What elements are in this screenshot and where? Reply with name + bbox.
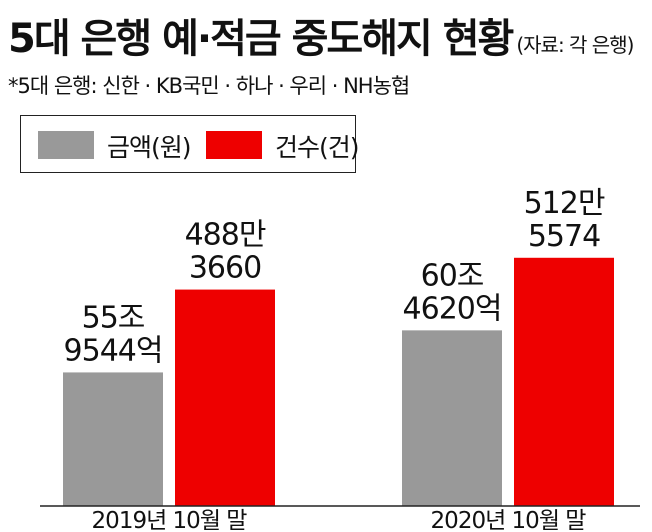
legend-swatch-amount xyxy=(38,131,94,159)
data-label-amount-1-1: 4620억 xyxy=(403,291,502,326)
bar-count-0 xyxy=(175,289,275,506)
data-label-amount-1-0: 60조 xyxy=(421,258,484,293)
source-note: (자료: 각 은행) xyxy=(516,33,634,57)
title-row: 5대 은행 예·적금 중도해지 현황 (자료: 각 은행) xyxy=(8,6,634,64)
category-label-1: 2020년 10월 말 xyxy=(431,508,587,532)
legend-label-amount: 금액(원) xyxy=(107,133,192,162)
bar-count-1 xyxy=(514,257,614,506)
bar-amount-1 xyxy=(402,330,502,506)
legend-label-count: 건수(건) xyxy=(275,133,360,162)
data-label-count-0-1: 3660 xyxy=(189,251,261,286)
data-label-amount-0-0: 55조 xyxy=(82,300,145,335)
data-label-count-1-0: 512만 xyxy=(524,186,605,221)
legend: 금액(원) 건수(건) xyxy=(20,115,360,173)
category-label-0: 2019년 10월 말 xyxy=(92,508,248,532)
data-label-count-0-0: 488만 xyxy=(185,218,266,253)
chart-title: 5대 은행 예·적금 중도해지 현황 xyxy=(8,16,514,62)
bar-amount-0 xyxy=(63,372,163,506)
bank-list-note: *5대 은행: 신한 · KB국민 · 하나 · 우리 · NH농협 xyxy=(8,74,410,98)
data-label-amount-0-1: 9544억 xyxy=(64,333,163,368)
data-label-count-1-1: 5574 xyxy=(528,219,600,254)
legend-swatch-count xyxy=(206,131,262,159)
